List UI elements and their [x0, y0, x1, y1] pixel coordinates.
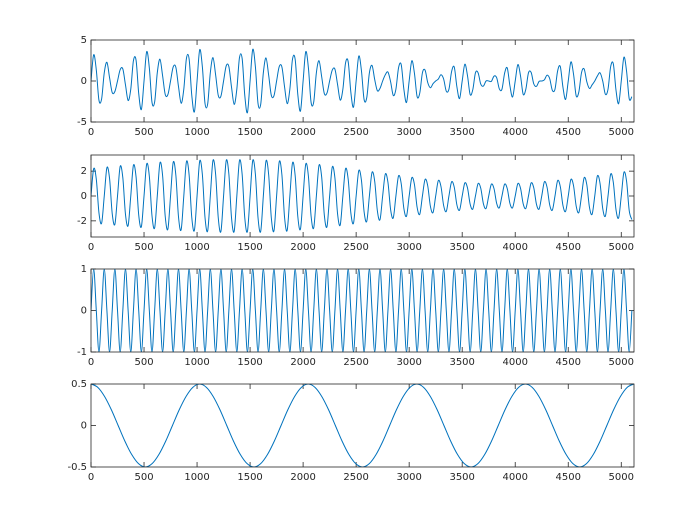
x-tick-label: 1500	[237, 472, 262, 483]
x-tick-label: 2500	[343, 127, 368, 138]
x-tick-label: 1500	[237, 242, 262, 253]
x-tick-label: 0	[88, 127, 94, 138]
y-tick-label: -1	[77, 347, 87, 358]
x-tick-label: 3000	[396, 357, 421, 368]
x-tick-label: 3500	[449, 472, 474, 483]
y-tick-label: -2	[77, 216, 87, 227]
x-tick-label: 4000	[502, 242, 527, 253]
subplot: 0 500 1000 1500 2000 2500 3000 3500 4000 4500 5000…	[77, 154, 635, 253]
x-tick-label: 3500	[449, 357, 474, 368]
x-tick-label: 1000	[184, 357, 209, 368]
signal-line	[91, 269, 633, 352]
axes-box	[90, 154, 635, 238]
x-tick-label: 1500	[237, 357, 262, 368]
x-tick-label: 3000	[396, 472, 421, 483]
x-tick-label: 500	[134, 242, 153, 253]
x-tick-label: 1500	[237, 127, 262, 138]
x-tick-label: 2000	[290, 472, 315, 483]
x-tick-label: 5000	[609, 472, 634, 483]
y-tick-label: 1	[81, 264, 87, 275]
x-tick-label: 4000	[502, 357, 527, 368]
x-tick-label: 2000	[290, 242, 315, 253]
x-tick-label: 4500	[556, 357, 581, 368]
signal-line	[91, 384, 634, 467]
x-tick-label: 3000	[396, 127, 421, 138]
x-tick-label: 0	[88, 472, 94, 483]
subplot: 0 500 1000 1500 2000 2500 3000 3500 4000 4500 5000…	[77, 264, 635, 368]
x-tick-label: 500	[134, 472, 153, 483]
y-tick-label: 0	[81, 306, 87, 317]
x-tick-label: 4500	[556, 127, 581, 138]
x-tick-label: 0	[88, 242, 94, 253]
x-tick-label: 2500	[343, 242, 368, 253]
x-tick-label: 0	[88, 357, 94, 368]
x-tick-label: 500	[134, 357, 153, 368]
y-tick-label: 0	[81, 191, 87, 202]
x-tick-label: 2500	[343, 472, 368, 483]
x-tick-label: 1000	[184, 242, 209, 253]
y-tick-label: -5	[77, 117, 87, 128]
axes-background	[91, 384, 634, 467]
y-tick-label: -0.5	[67, 462, 87, 473]
x-tick-label: 3500	[449, 242, 474, 253]
y-tick-label: 5	[81, 35, 87, 46]
x-tick-label: 3000	[396, 242, 421, 253]
x-tick-label: 3500	[449, 127, 474, 138]
y-tick-label: 2	[81, 166, 87, 177]
axes-box	[90, 268, 635, 353]
x-tick-label: 4500	[556, 242, 581, 253]
y-tick-label: 0	[81, 421, 87, 432]
axes-box	[90, 383, 635, 468]
y-tick-label: 0	[81, 76, 87, 87]
subplot: 0 500 1000 1500 2000 2500 3000 3500 4000 4500 5000…	[77, 35, 635, 138]
x-tick-label: 1000	[184, 472, 209, 483]
x-tick-label: 5000	[609, 127, 634, 138]
x-tick-label: 4000	[502, 127, 527, 138]
x-tick-label: 1000	[184, 127, 209, 138]
subplot: 0 500 1000 1500 2000 2500 3000 3500 4000 4500 5000…	[67, 379, 635, 483]
x-tick-label: 500	[134, 127, 153, 138]
x-tick-label: 2000	[290, 127, 315, 138]
x-tick-label: 2500	[343, 357, 368, 368]
x-tick-label: 5000	[609, 357, 634, 368]
y-tick-label: 0.5	[71, 379, 87, 390]
axes-box	[90, 39, 635, 123]
signal-line	[91, 159, 633, 233]
x-tick-label: 2000	[290, 357, 315, 368]
x-tick-label: 4500	[556, 472, 581, 483]
x-tick-label: 4000	[502, 472, 527, 483]
signal-line	[91, 48, 633, 114]
x-tick-label: 5000	[609, 242, 634, 253]
